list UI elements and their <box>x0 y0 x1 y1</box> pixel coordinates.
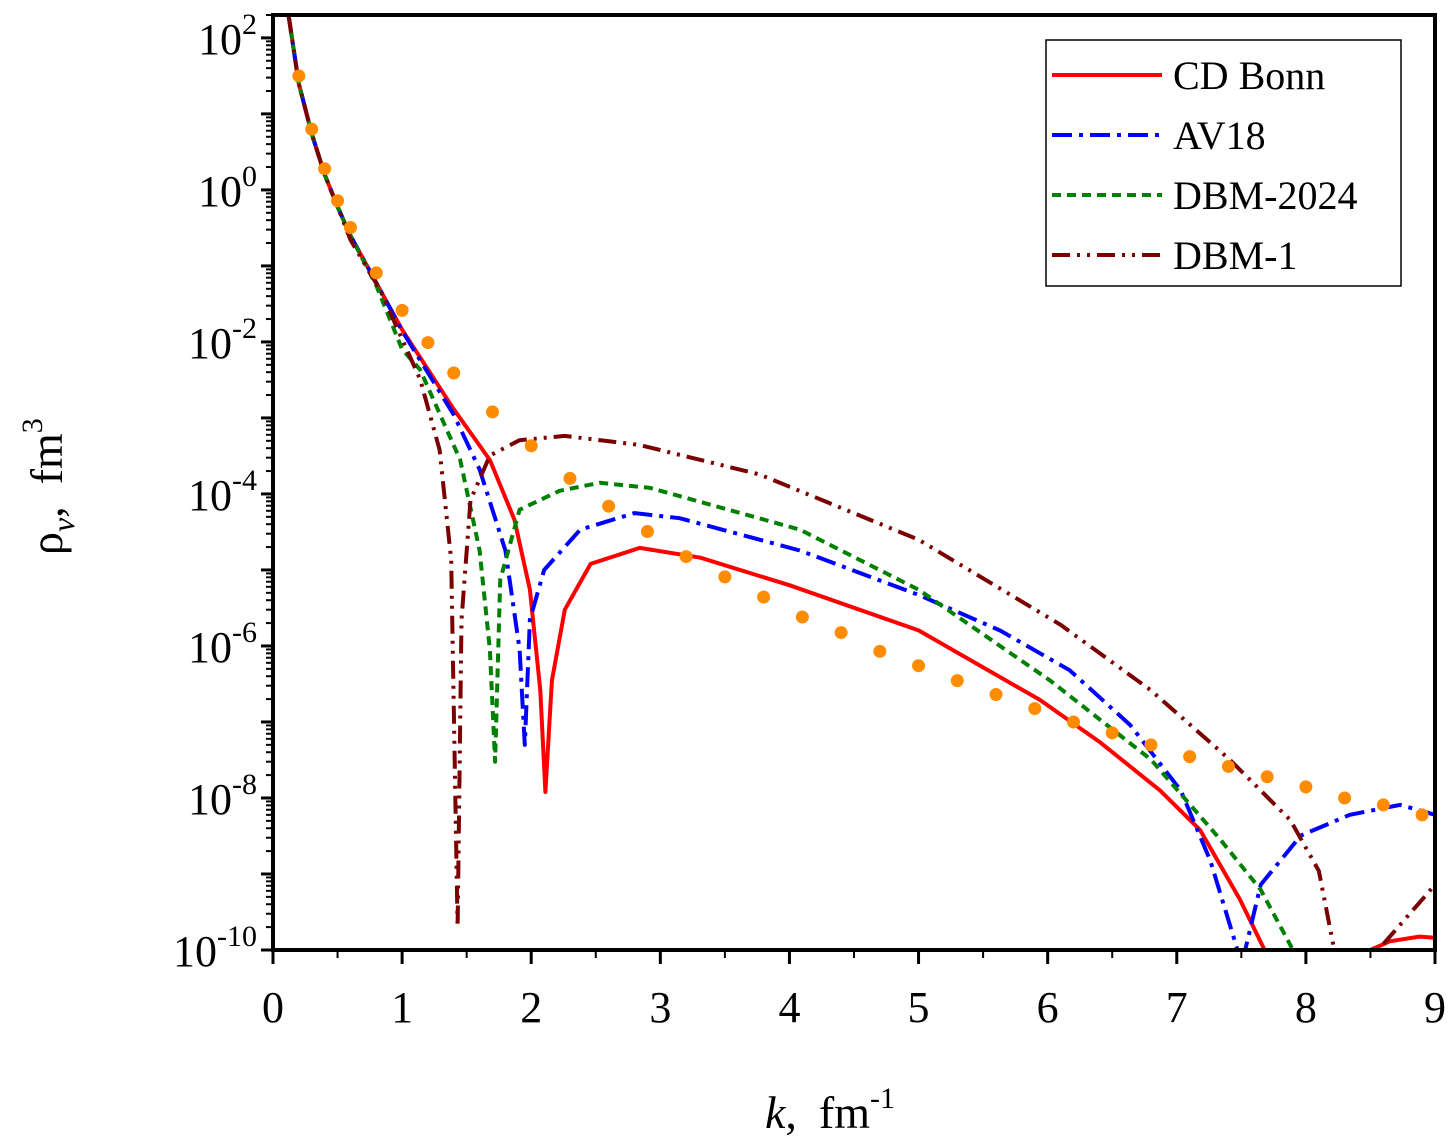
data-point <box>1260 770 1274 784</box>
legend: CD Bonn AV18 DBM-2024 DBM-1 <box>1045 39 1402 287</box>
data-point <box>679 550 693 564</box>
data-point <box>485 405 499 419</box>
legend-label: DBM-2024 <box>1173 173 1357 218</box>
x-tick-label: 3 <box>649 983 671 1032</box>
data-point <box>718 570 732 584</box>
axis-ticks: 0 1 2 3 4 5 6 7 8 9 102 100 10-2 10-4 10-6 10-8 10-10 <box>173 8 1446 1032</box>
legend-box <box>1045 39 1402 287</box>
x-tick-label: 1 <box>391 983 413 1032</box>
data-point <box>834 626 848 640</box>
data-point <box>757 590 771 604</box>
y-tick-label: 10-10 <box>173 920 257 976</box>
x-tick-label: 7 <box>1166 983 1188 1032</box>
data-point <box>563 471 577 485</box>
data-point <box>950 674 964 688</box>
y-tick-label: 10-6 <box>188 616 257 672</box>
x-tick-label: 9 <box>1424 983 1446 1032</box>
x-axis-label: k, fm-1 <box>765 1082 895 1138</box>
x-tick-label: 6 <box>1037 983 1059 1032</box>
data-point <box>1105 726 1119 740</box>
data-point <box>421 336 435 350</box>
data-point <box>1028 702 1042 716</box>
data-point <box>305 122 319 136</box>
markers-layer <box>292 69 1429 822</box>
x-tick-label: 4 <box>778 983 800 1032</box>
data-point <box>912 659 926 673</box>
data-point <box>795 610 809 624</box>
data-point <box>331 194 345 208</box>
data-point <box>1415 808 1429 822</box>
x-tick-label: 5 <box>908 983 930 1032</box>
data-point <box>1144 738 1158 752</box>
legend-label: DBM-1 <box>1173 233 1297 278</box>
data-point <box>1066 715 1080 729</box>
data-point <box>989 687 1003 701</box>
data-point <box>1183 750 1197 764</box>
x-tick-label: 8 <box>1295 983 1317 1032</box>
data-point <box>1299 780 1313 794</box>
data-point <box>1221 759 1235 773</box>
data-point <box>873 644 887 658</box>
data-point <box>602 499 616 513</box>
series-line-dbm-1 <box>286 15 1435 950</box>
data-point <box>1376 798 1390 812</box>
x-tick-label: 2 <box>520 983 542 1032</box>
legend-label: AV18 <box>1173 113 1266 158</box>
data-point <box>1338 791 1352 805</box>
data-point <box>524 439 538 453</box>
x-tick-label: 0 <box>262 983 284 1032</box>
y-tick-label: 100 <box>198 160 257 216</box>
plot-frame <box>271 13 1437 952</box>
y-tick-label: 102 <box>198 8 257 64</box>
data-point <box>640 525 654 539</box>
data-point <box>343 221 357 235</box>
data-point <box>369 266 383 280</box>
data-point <box>447 366 461 380</box>
legend-label: CD Bonn <box>1173 53 1325 98</box>
y-tick-label: 10-2 <box>188 312 257 368</box>
data-point <box>318 162 332 176</box>
data-point <box>292 69 306 83</box>
data-point <box>395 303 409 317</box>
y-axis-label: ρν,fm3 <box>16 418 81 555</box>
y-tick-label: 10-8 <box>188 768 257 824</box>
y-tick-label: 10-4 <box>188 464 257 520</box>
